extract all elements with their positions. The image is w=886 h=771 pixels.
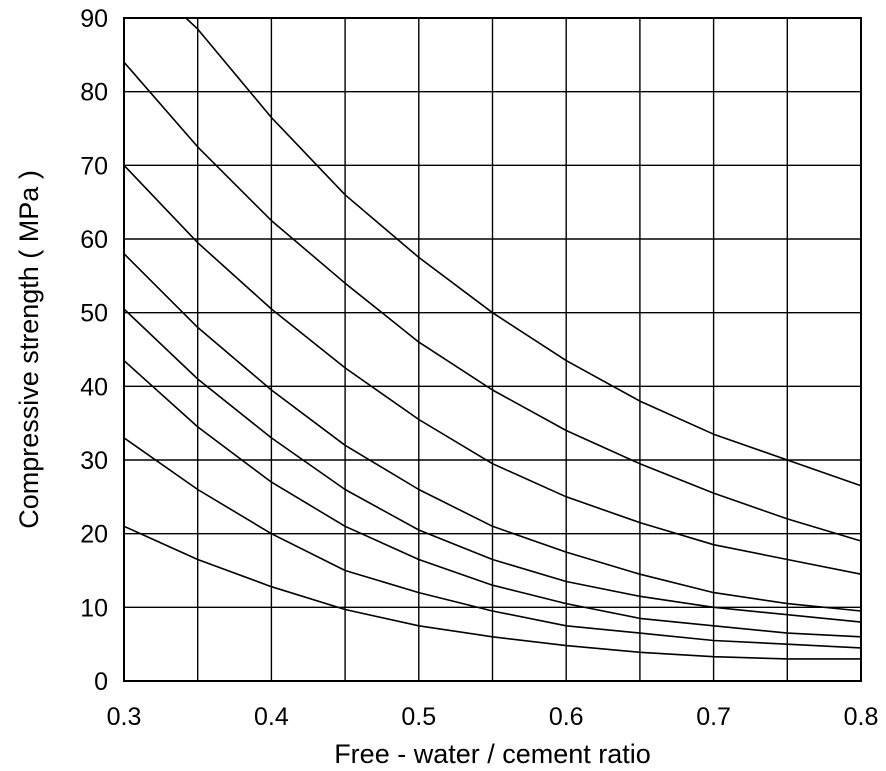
curve-4 bbox=[123, 253, 862, 612]
x-tick-label: 0.8 bbox=[844, 703, 879, 731]
y-tick-label: 80 bbox=[80, 79, 108, 107]
y-tick-label: 40 bbox=[80, 373, 108, 401]
curve-7 bbox=[123, 437, 862, 649]
curves bbox=[123, 17, 862, 660]
x-axis-tick-labels: 0.3 0.4 0.5 0.6 0.7 0.8 bbox=[107, 703, 879, 731]
y-tick-label: 50 bbox=[80, 300, 108, 328]
y-tick-label: 0 bbox=[94, 668, 108, 696]
x-tick-label: 0.5 bbox=[401, 703, 436, 731]
curve-6 bbox=[123, 360, 862, 638]
x-tick-label: 0.3 bbox=[107, 703, 142, 731]
y-tick-label: 20 bbox=[80, 521, 108, 549]
curve-5 bbox=[123, 308, 862, 623]
y-tick-label: 30 bbox=[80, 447, 108, 475]
grid bbox=[124, 18, 861, 681]
curve-2 bbox=[123, 61, 862, 542]
x-tick-label: 0.7 bbox=[696, 703, 731, 731]
x-axis-title: Free - water / cement ratio bbox=[334, 739, 651, 769]
y-axis-title: Compressive strength ( MPa ) bbox=[14, 170, 44, 529]
plot-frame bbox=[123, 17, 862, 682]
curve-1 bbox=[185, 17, 862, 487]
y-tick-label: 60 bbox=[80, 226, 108, 254]
x-tick-label: 0.4 bbox=[254, 703, 289, 731]
curve-3 bbox=[123, 164, 862, 575]
y-tick-label: 70 bbox=[80, 152, 108, 180]
curve-8 bbox=[123, 525, 861, 660]
x-tick-label: 0.6 bbox=[549, 703, 584, 731]
y-tick-label: 90 bbox=[80, 5, 108, 33]
y-axis-tick-labels: 0 10 20 30 40 50 60 70 80 90 bbox=[80, 5, 108, 696]
y-tick-label: 10 bbox=[80, 594, 108, 622]
